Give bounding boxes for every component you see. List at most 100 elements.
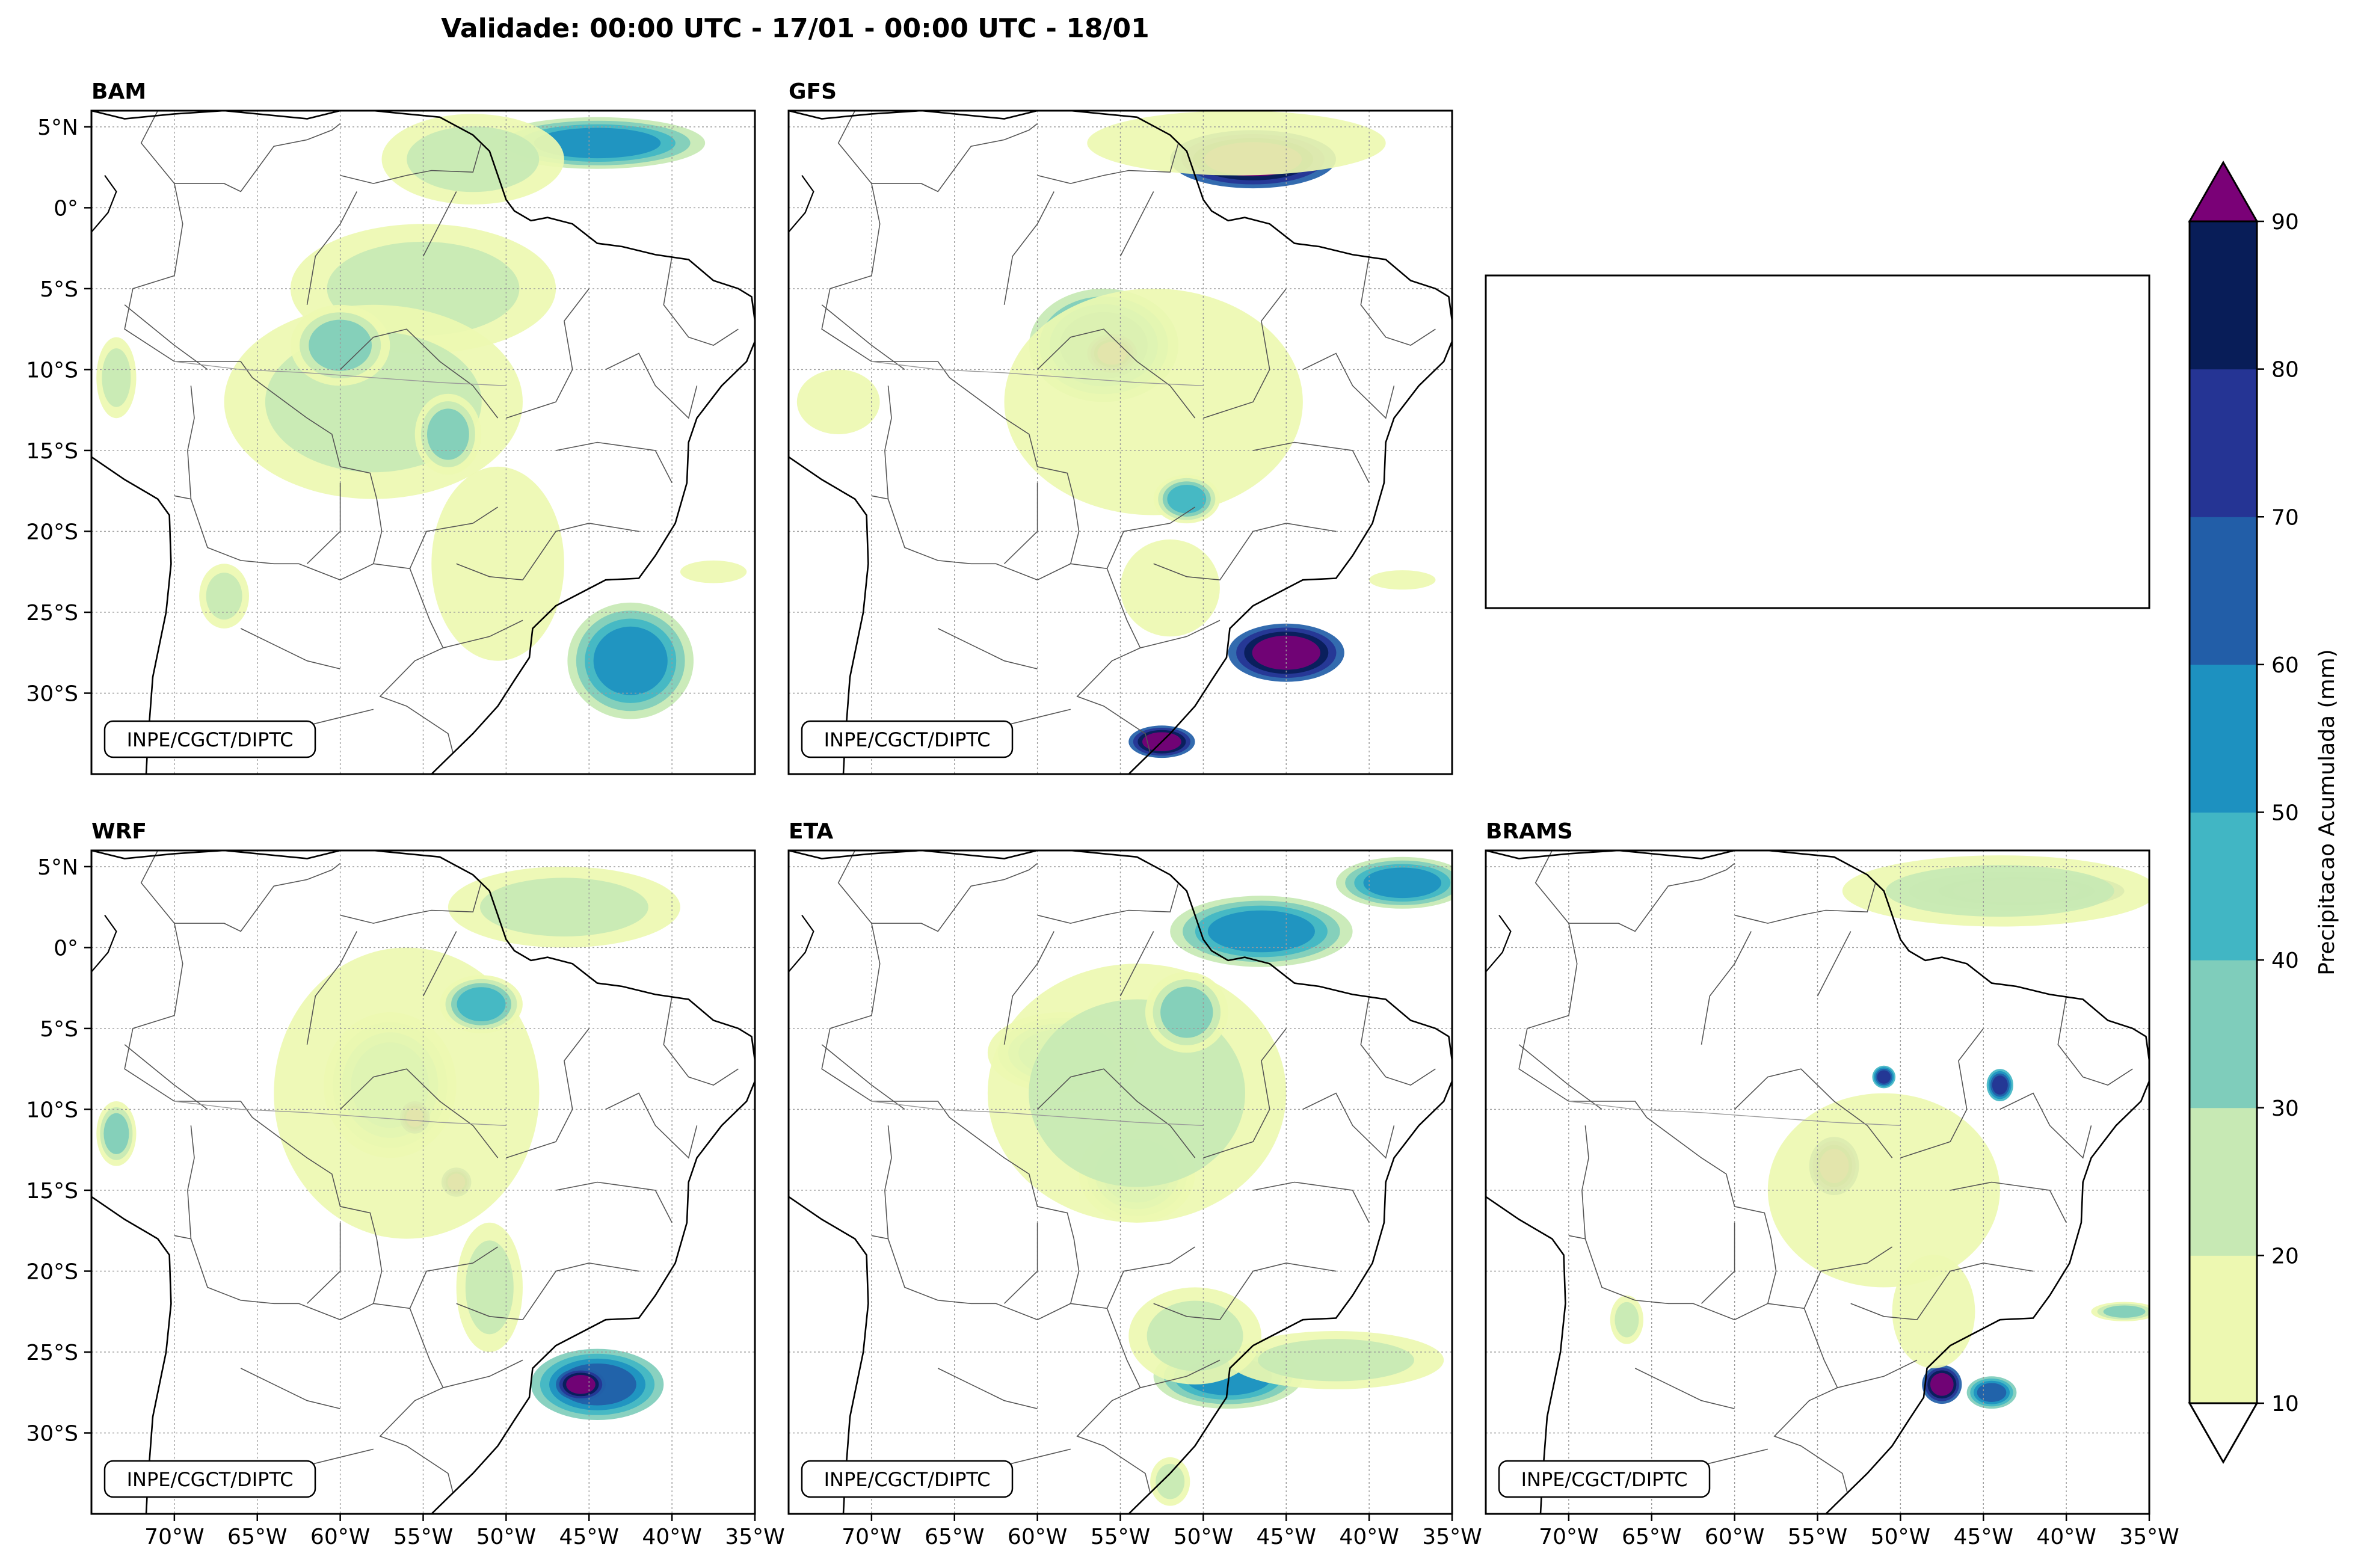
state-border <box>340 328 499 419</box>
watermark-text: INPE/CGCT/DIPTC <box>824 1468 991 1491</box>
coastline-west <box>1486 1196 1566 1514</box>
colorbar-tick-label: 60 <box>2271 653 2299 678</box>
state-border <box>663 256 739 346</box>
state-border <box>821 123 1038 362</box>
state-border <box>240 1368 340 1409</box>
boundary-line <box>174 1101 506 1126</box>
state-border <box>306 931 357 1045</box>
colorbar-label: Precipitacao Acumulada (mm) <box>2315 649 2339 976</box>
state-border <box>1850 1262 2034 1321</box>
state-border <box>1581 1125 1589 1239</box>
panel-eta: ETA 70°W 65°W 60°W 55°W 50°W 45°W 40°W 35°W INPE/… <box>787 819 1482 1549</box>
coastline <box>1486 850 2149 1514</box>
state-border <box>124 304 208 370</box>
state-border <box>340 143 482 184</box>
state-border <box>1701 931 1752 1045</box>
boundary-line <box>1568 1101 1901 1126</box>
lat-tick-label: 30°S <box>26 681 78 706</box>
lon-tick-label: 35°W <box>1422 1525 1482 1549</box>
state-border <box>306 1222 341 1304</box>
state-border <box>1360 995 1436 1086</box>
lon-tick-label: 40°W <box>2036 1525 2096 1549</box>
boundary-line <box>871 361 1204 386</box>
state-border <box>937 628 1038 669</box>
lon-tick-label: 35°W <box>2119 1525 2179 1549</box>
precip-cell <box>1167 485 1207 514</box>
coastline-west <box>91 1196 172 1514</box>
lon-tick-label: 35°W <box>725 1525 784 1549</box>
precip-cell <box>1252 635 1320 670</box>
state-border <box>871 495 1071 581</box>
precip-cell <box>103 1113 129 1154</box>
state-border <box>174 361 454 754</box>
precip-field <box>1610 855 2149 1409</box>
state-border <box>1302 1092 1395 1159</box>
state-border <box>555 1181 673 1223</box>
precip-cell <box>1160 986 1213 1038</box>
precip-cell <box>1615 1302 1639 1338</box>
precip-cell <box>1767 1093 2000 1288</box>
state-border <box>1203 288 1287 419</box>
state-border <box>1004 709 1071 727</box>
lat-tick-label: 5°N <box>37 115 78 140</box>
panel-title: BAM <box>91 79 146 104</box>
lat-tick-label: 15°S <box>26 439 78 464</box>
coastline-northwest <box>91 174 117 233</box>
state-border <box>1203 1028 1287 1158</box>
precip-cell <box>1156 1463 1185 1499</box>
figure-title: Validade: 00:00 UTC - 17/01 - 00:00 UTC … <box>441 13 1150 44</box>
state-border <box>1837 1359 1918 1388</box>
state-border <box>1037 882 1179 924</box>
state-border <box>306 482 341 564</box>
state-border <box>884 386 892 499</box>
state-border <box>1535 850 1569 924</box>
precip-cell <box>566 1375 596 1394</box>
precip-cell <box>1930 1373 1954 1396</box>
precip-cell <box>1120 539 1220 637</box>
lon-tick-label: 55°W <box>1788 1525 1847 1549</box>
state-border <box>1140 620 1221 648</box>
coastline-northwest <box>1486 914 1512 973</box>
colorbar-tick-label: 70 <box>2271 505 2299 530</box>
state-border <box>506 288 590 419</box>
state-border <box>1119 191 1154 257</box>
state-border <box>422 931 457 997</box>
precip-cell <box>407 126 540 192</box>
state-border <box>1518 862 1735 1102</box>
state-border <box>1701 1222 1735 1304</box>
map-panels: BAM 5°N 0° 5°S 10°S 15°S 20°S 25°S 30°S INPE/CGCT… <box>26 79 2179 1549</box>
precip-cell <box>1363 867 1442 899</box>
state-border <box>124 1044 208 1110</box>
state-border <box>1817 931 1852 997</box>
colorbar-tick-label: 40 <box>2271 948 2299 973</box>
state-border <box>506 1028 590 1158</box>
state-border <box>124 123 341 362</box>
coastline <box>91 850 755 1514</box>
state-border <box>663 995 739 1086</box>
state-border <box>1119 931 1154 997</box>
precip-cell <box>796 369 880 434</box>
lon-tick-label: 70°W <box>842 1525 901 1549</box>
state-border <box>605 352 698 419</box>
lon-tick-label: 50°W <box>1871 1525 1930 1549</box>
state-border <box>443 620 523 648</box>
coastline-west <box>789 1196 869 1514</box>
lat-tick-label: 25°S <box>26 1341 78 1365</box>
state-border <box>871 361 1151 754</box>
state-border <box>1568 1235 1769 1321</box>
colorbar-segment <box>2190 1107 2257 1256</box>
precip-cell <box>1207 910 1315 953</box>
state-border <box>1999 1092 2092 1159</box>
lon-tick-label: 65°W <box>227 1525 287 1549</box>
boundary-line <box>174 361 506 386</box>
state-border <box>1106 1246 1196 1309</box>
precip-cell <box>1992 1075 2008 1095</box>
precip-cell <box>309 319 372 371</box>
lon-tick-label: 60°W <box>1008 1525 1067 1549</box>
watermark-text: INPE/CGCT/DIPTC <box>127 728 294 751</box>
state-border <box>1568 1101 1848 1493</box>
lat-tick-label: 0° <box>54 936 78 961</box>
panel-wrf: WRF 5°N 0° 5°S 10°S 15°S 20°S 25°S 30°S 70°W 65°W 6… <box>26 819 784 1549</box>
precip-cell <box>465 1240 514 1335</box>
state-border <box>1803 1246 1893 1309</box>
